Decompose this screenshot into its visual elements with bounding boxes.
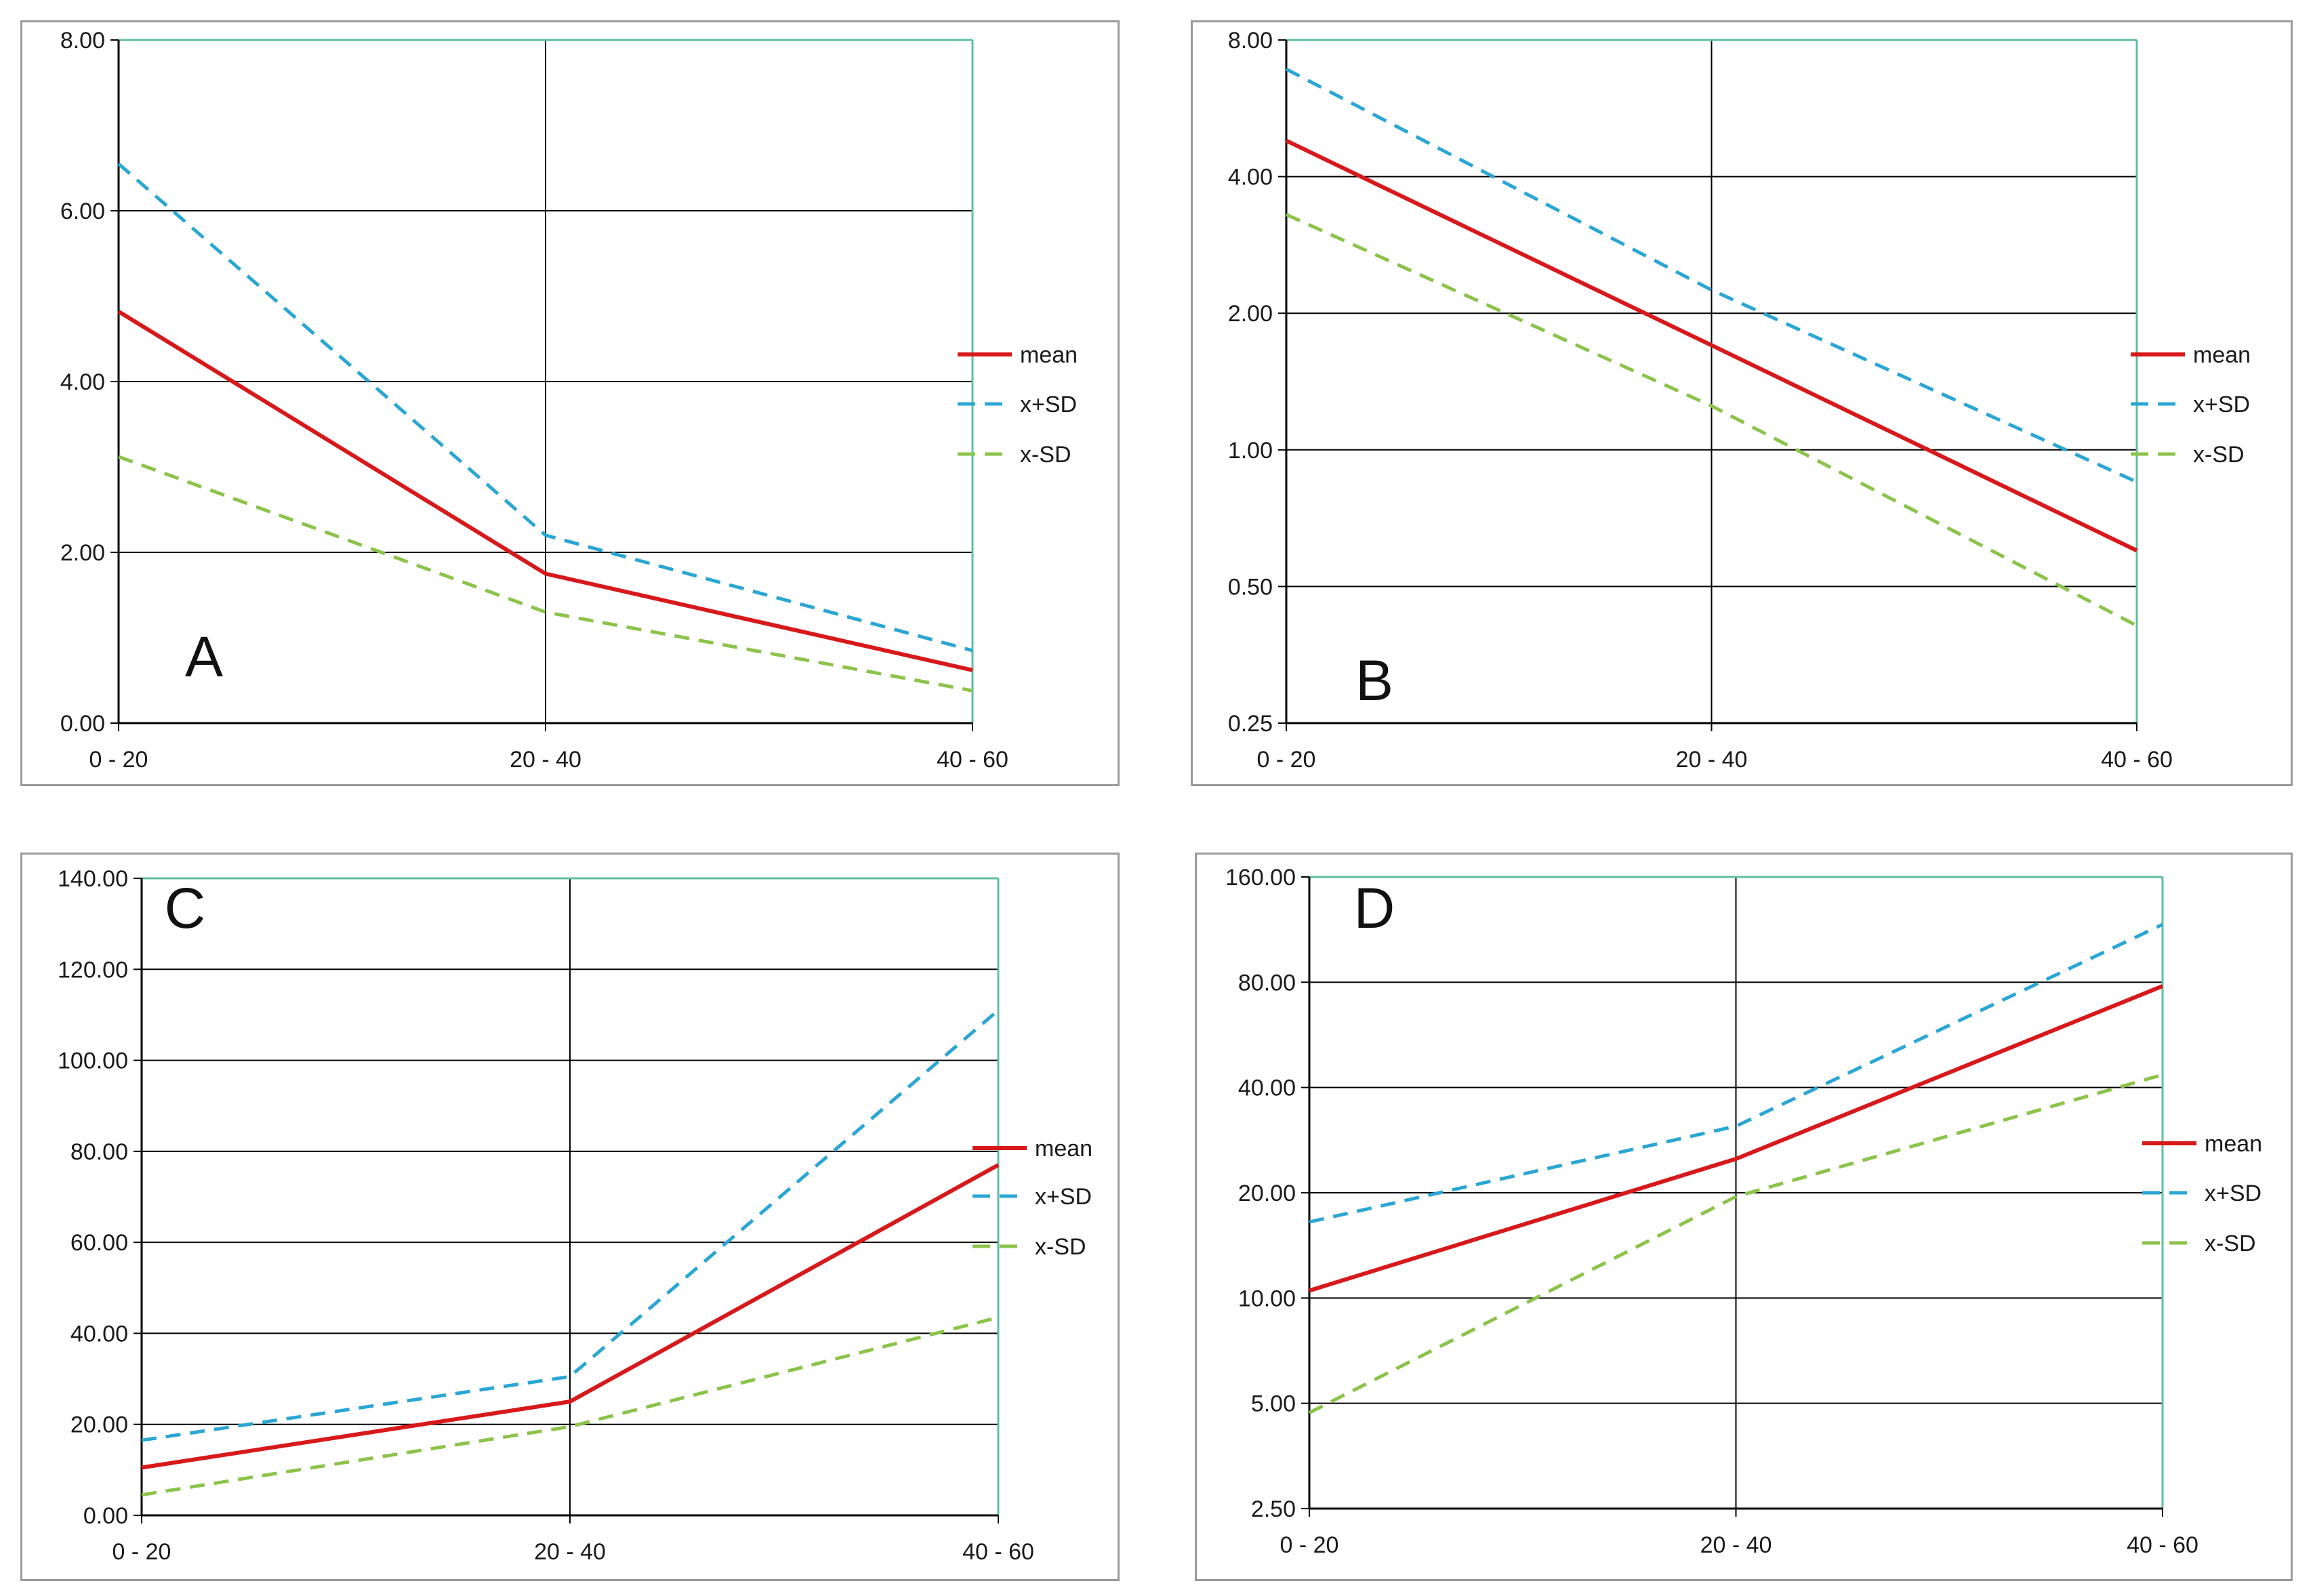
y-tick-label: 2.00 bbox=[60, 540, 105, 566]
legend-label: x+SD bbox=[2193, 392, 2250, 417]
y-tick-label: 40.00 bbox=[1238, 1076, 1296, 1101]
chart-c-svg: 0.00 20.00 40.00 60.00 80.00 100.00 120.00 140.… bbox=[58, 866, 1092, 1565]
chart-a-svg: 0.00 2.00 4.00 6.00 8.00 0 - 20 20 - 40 40 - 60… bbox=[60, 28, 1078, 773]
y-tick-label: 0.25 bbox=[1228, 711, 1273, 737]
legend-label: x-SD bbox=[2193, 442, 2245, 468]
x-tick-label: 40 - 60 bbox=[962, 1539, 1034, 1565]
legend-label: x-SD bbox=[1020, 442, 1071, 468]
y-tick-label: 160.00 bbox=[1225, 865, 1296, 891]
x-tick-label: 40 - 60 bbox=[2127, 1532, 2198, 1558]
series-line-minus-sd bbox=[118, 455, 973, 693]
y-tick-label: 4.00 bbox=[1228, 165, 1273, 190]
y-tick-label: 0.50 bbox=[1228, 574, 1273, 600]
y-tick-label: 6.00 bbox=[60, 199, 105, 224]
legend-label: x+SD bbox=[1035, 1184, 1092, 1210]
y-tick-label: 100.00 bbox=[58, 1048, 128, 1074]
x-tick-label: 20 - 40 bbox=[1676, 747, 1748, 773]
x-tick-label: 0 - 20 bbox=[1257, 747, 1316, 773]
legend-label: mean bbox=[2193, 342, 2251, 368]
x-tick-label: 20 - 40 bbox=[1700, 1532, 1772, 1558]
y-tick-label: 20.00 bbox=[70, 1412, 128, 1438]
y-tick-label: 1.00 bbox=[1228, 438, 1273, 464]
y-tick-label: 0.00 bbox=[60, 711, 105, 737]
legend-label: mean bbox=[1020, 342, 1078, 368]
series-line-plus-sd bbox=[141, 1008, 1000, 1442]
panel-letter: D bbox=[1354, 876, 1395, 940]
y-tick-label: 2.00 bbox=[1228, 301, 1273, 327]
y-tick-label: 5.00 bbox=[1251, 1391, 1296, 1417]
y-tick-label: 10.00 bbox=[1238, 1286, 1296, 1311]
y-tick-label: 60.00 bbox=[70, 1230, 128, 1256]
x-tick-label: 40 - 60 bbox=[937, 747, 1008, 773]
y-tick-label: 2.50 bbox=[1251, 1496, 1296, 1522]
y-tick-label: 8.00 bbox=[1228, 28, 1273, 54]
y-tick-label: 20.00 bbox=[1238, 1181, 1296, 1206]
chart-panel-c: 0.00 20.00 40.00 60.00 80.00 100.00 120.00 140.… bbox=[20, 853, 1120, 1581]
y-tick-label: 80.00 bbox=[1238, 970, 1296, 996]
y-tick-label: 0.00 bbox=[83, 1503, 128, 1529]
panel-letter: A bbox=[185, 625, 223, 689]
panel-letter: B bbox=[1355, 649, 1393, 712]
y-tick-label: 40.00 bbox=[70, 1321, 128, 1347]
chart-panel-b: 0.25 0.50 1.00 2.00 4.00 8.00 0 - 20 20 - 40 40 … bbox=[1191, 20, 2293, 786]
legend-label: mean bbox=[2205, 1131, 2262, 1157]
x-tick-label: 0 - 20 bbox=[112, 1539, 171, 1565]
x-tick-label: 20 - 40 bbox=[534, 1539, 606, 1565]
legend-label: x+SD bbox=[2205, 1181, 2261, 1206]
legend-label: x-SD bbox=[2205, 1231, 2256, 1256]
legend-label: x+SD bbox=[1020, 392, 1077, 417]
chart-b-svg: 0.25 0.50 1.00 2.00 4.00 8.00 0 - 20 20 - 40 40 … bbox=[1228, 28, 2251, 773]
y-tick-label: 8.00 bbox=[60, 28, 105, 54]
legend-label: mean bbox=[1035, 1136, 1092, 1162]
x-tick-label: 0 - 20 bbox=[89, 747, 148, 773]
x-tick-label: 40 - 60 bbox=[2101, 747, 2173, 773]
y-tick-label: 4.00 bbox=[60, 369, 105, 395]
legend-label: x-SD bbox=[1035, 1234, 1086, 1260]
y-tick-label: 140.00 bbox=[58, 866, 128, 892]
panel-letter: C bbox=[165, 876, 206, 940]
x-tick-label: 20 - 40 bbox=[510, 747, 581, 773]
y-tick-label: 80.00 bbox=[70, 1139, 128, 1165]
y-tick-label: 120.00 bbox=[58, 957, 128, 983]
chart-d-svg: 2.50 5.00 10.00 20.00 40.00 80.00 160.00 0 - 20… bbox=[1225, 865, 2262, 1558]
chart-panel-a: 0.00 2.00 4.00 6.00 8.00 0 - 20 20 - 40 40 - 60… bbox=[20, 20, 1120, 786]
chart-panel-d: 2.50 5.00 10.00 20.00 40.00 80.00 160.00 0 - 20… bbox=[1195, 853, 2293, 1581]
x-tick-label: 0 - 20 bbox=[1280, 1532, 1339, 1558]
series-line-plus-sd bbox=[1285, 67, 2138, 484]
